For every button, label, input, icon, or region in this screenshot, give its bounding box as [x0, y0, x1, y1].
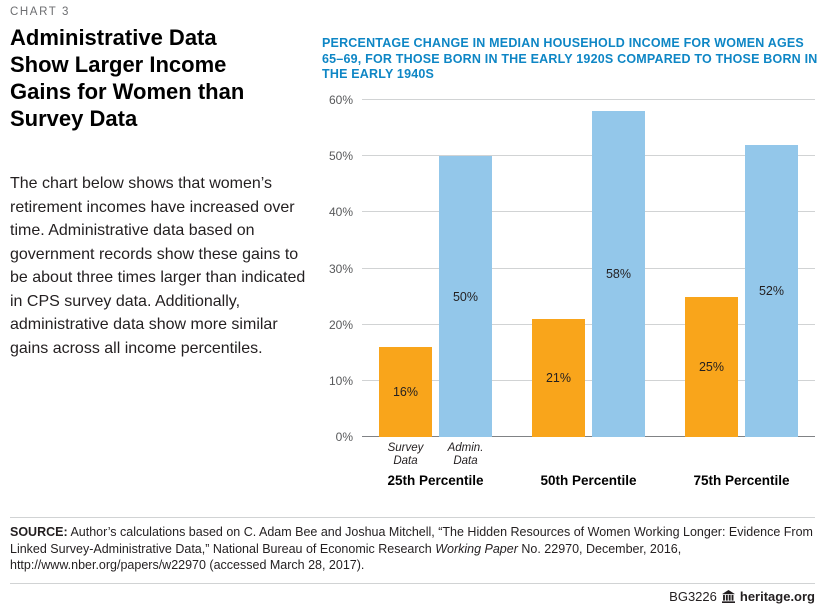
bar: 52%	[745, 144, 798, 437]
divider-top	[10, 517, 815, 518]
bar-group: 21% 58%	[532, 100, 645, 437]
series-label	[685, 437, 738, 473]
intro-text: The chart below shows that women’s retir…	[10, 175, 306, 357]
bar-value-label: 25%	[698, 359, 725, 374]
series-label: Survey Data	[387, 442, 424, 467]
heritage-logo-icon	[721, 590, 735, 603]
series-label: Admin. Data	[447, 442, 484, 467]
chart-x-labels: Survey Data Admin. Data 25th Percentile 50t…	[362, 437, 815, 488]
gridline	[362, 267, 815, 269]
bar-value-label: 50%	[452, 289, 479, 304]
gridline	[362, 323, 815, 325]
source-text-italic: Working Paper	[435, 541, 518, 556]
bar-groups: 16% 50% 21% 58% 25% 52%	[362, 100, 815, 437]
bar-group: 25% 52%	[685, 100, 798, 437]
bar: 50%	[439, 156, 492, 437]
bar-value-label: 16%	[392, 385, 419, 400]
y-axis-label: 40%	[328, 205, 353, 220]
y-axis-label: 0%	[335, 430, 353, 444]
gridline	[362, 211, 815, 213]
document-id: BG3226	[669, 589, 717, 604]
chart-main: 0% 10% 20% 30% 40% 50% 60% 16% 50% 21% 58% 25% 52%	[322, 93, 815, 444]
series-label	[745, 437, 798, 473]
group-footer: 50th Percentile	[532, 437, 645, 488]
y-axis-label: 60%	[328, 93, 353, 107]
gridline	[362, 99, 815, 100]
y-axis-label: 50%	[328, 149, 353, 164]
bar-value-label: 58%	[605, 267, 632, 282]
divider-bottom	[10, 583, 815, 584]
y-axis-label: 20%	[328, 317, 353, 332]
site-name: heritage.org	[739, 589, 815, 604]
y-axis-label: 30%	[328, 261, 353, 276]
series-labels: Survey Data Admin. Data	[379, 437, 492, 473]
bar-value-label: 21%	[545, 371, 572, 386]
source-text-1: Author’s calculations based on C. Adam B…	[10, 525, 813, 556]
source-note: SOURCE: Author’s calculations based on C…	[10, 524, 815, 574]
page-title: Administrative Data Show Larger Income G…	[10, 25, 245, 131]
bar: 25%	[685, 296, 738, 437]
y-axis-label: 10%	[328, 373, 353, 388]
chart-subtitle: PERCENTAGE CHANGE IN MEDIAN HOUSEHOLD IN…	[322, 36, 818, 81]
series-labels	[685, 437, 798, 473]
series-label	[592, 437, 645, 473]
group-footer: Survey Data Admin. Data 25th Percentile	[379, 437, 492, 488]
chart-kicker: CHART 3	[10, 6, 70, 18]
gridline	[362, 155, 815, 157]
bar-group: 16% 50%	[379, 100, 492, 437]
bar: 58%	[592, 111, 645, 437]
category-label: 50th Percentile	[540, 473, 637, 488]
x-axis-line	[362, 436, 815, 437]
page-footer: BG3226 heritage.org	[669, 589, 815, 604]
group-footer: 75th Percentile	[685, 437, 798, 488]
series-label	[532, 437, 585, 473]
bar-chart: 0% 10% 20% 30% 40% 50% 60% 16% 50% 21% 58% 25% 52% …	[322, 93, 815, 488]
bar-value-label: 52%	[758, 283, 785, 298]
category-label: 75th Percentile	[693, 473, 790, 488]
bar: 21%	[532, 319, 585, 437]
bar: 16%	[379, 347, 432, 437]
source-text-2: No. 22970, December, 2016, http://www.nb…	[10, 541, 682, 573]
category-label: 25th Percentile	[387, 473, 484, 488]
series-labels	[532, 437, 645, 473]
source-label: SOURCE:	[10, 525, 68, 539]
plot-area: 16% 50% 21% 58% 25% 52%	[362, 99, 815, 437]
gridline	[362, 379, 815, 381]
y-axis: 0% 10% 20% 30% 40% 50% 60%	[322, 93, 362, 444]
